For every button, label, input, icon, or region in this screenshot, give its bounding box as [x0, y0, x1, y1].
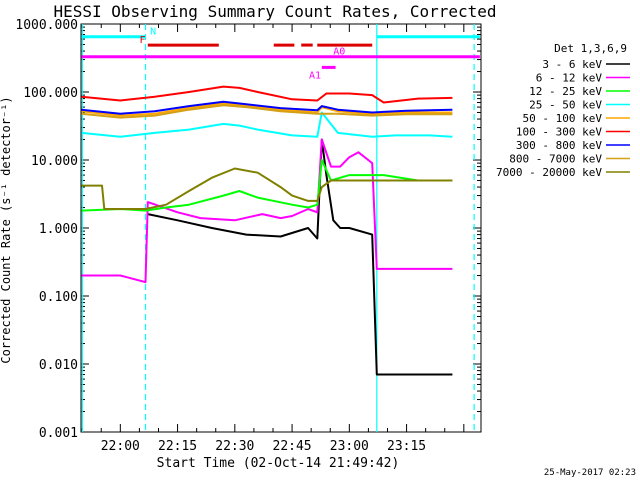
x-tick-label: 23:00 — [330, 439, 369, 454]
y-tick-label: 0.001 — [39, 426, 78, 441]
y-axis-label: Corrected Count Rate (s⁻¹ detector⁻¹) — [0, 96, 13, 363]
flag-label: F — [139, 35, 145, 46]
x-tick-label: 22:45 — [273, 439, 312, 454]
y-tick-label: 100.000 — [23, 86, 78, 101]
plot-layer: 0.001 0.010 0.100 1.000 10.000 100.000 1000.00… — [15, 18, 630, 454]
series-line — [81, 100, 453, 115]
series-line — [81, 159, 453, 212]
flag-label: N — [150, 27, 156, 38]
series-line — [81, 104, 453, 119]
y-tick-label: 1.000 — [39, 222, 78, 237]
legend-label: 12 - 25 keV — [529, 85, 602, 98]
flag-label: A0 — [333, 47, 345, 58]
legend-label: 50 - 100 keV — [523, 112, 603, 125]
plot-frame — [80, 23, 482, 433]
series-line — [81, 167, 453, 210]
x-axis-label: Start Time (02-Oct-14 21:49:42) — [157, 456, 400, 471]
y-tick-label: 0.010 — [39, 358, 78, 373]
chart-title: HESSI Observing Summary Count Rates, Cor… — [53, 2, 496, 21]
series-line — [147, 138, 453, 376]
x-tick-label: 22:15 — [158, 439, 197, 454]
legend-label: 25 - 50 keV — [529, 99, 602, 112]
series-line — [81, 111, 453, 138]
legend-label: 3 - 6 keV — [542, 58, 602, 71]
legend-title: Det 1,3,6,9 — [554, 42, 627, 55]
y-tick-label: 1000.000 — [15, 18, 78, 33]
legend-label: 100 - 300 keV — [516, 126, 602, 139]
legend-label: 7000 - 20000 keV — [496, 166, 602, 179]
x-tick-label: 23:15 — [387, 439, 426, 454]
legend-label: 6 - 12 keV — [536, 72, 603, 85]
x-tick-label: 22:30 — [215, 439, 254, 454]
y-tick-label: 10.000 — [31, 154, 78, 169]
footer-timestamp: 25-May-2017 02:23 — [544, 468, 636, 478]
series-line — [81, 85, 453, 104]
series-line — [81, 102, 453, 117]
y-tick-label: 0.100 — [39, 290, 78, 305]
legend-label: 800 - 7000 keV — [509, 153, 602, 166]
legend-label: 300 - 800 keV — [516, 139, 602, 152]
flag-label: A1 — [309, 70, 321, 81]
x-tick-label: 22:00 — [101, 439, 140, 454]
